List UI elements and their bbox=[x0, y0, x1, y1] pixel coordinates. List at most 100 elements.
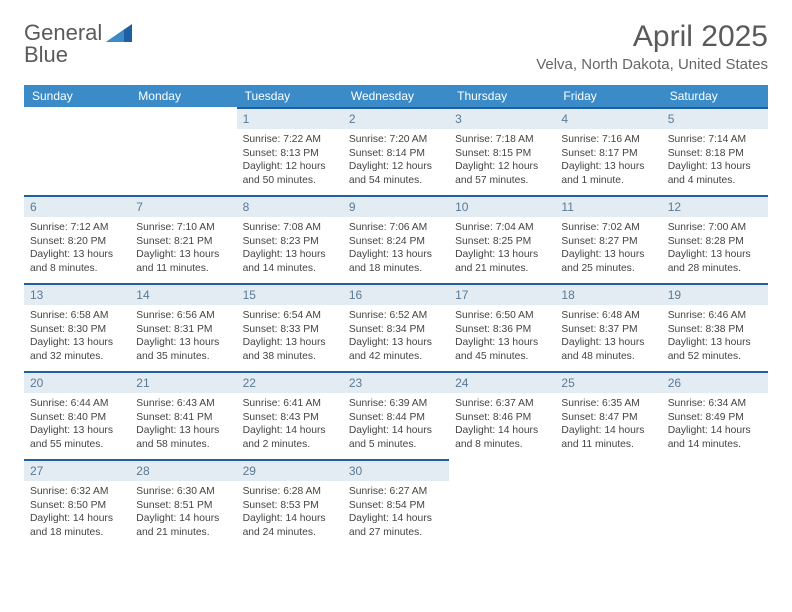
sunrise-line: Sunrise: 6:50 AM bbox=[455, 309, 549, 323]
sunset-line: Sunset: 8:36 PM bbox=[455, 323, 549, 337]
daynum-row: 27 bbox=[24, 459, 130, 481]
sunrise-line: Sunrise: 6:34 AM bbox=[668, 397, 762, 411]
day-details: Sunrise: 6:28 AMSunset: 8:53 PMDaylight:… bbox=[237, 483, 343, 543]
daylight-line: Daylight: 13 hours and 35 minutes. bbox=[136, 336, 230, 363]
calendar-cell: 6Sunrise: 7:12 AMSunset: 8:20 PMDaylight… bbox=[24, 195, 130, 283]
daynum-row: 26 bbox=[662, 371, 768, 393]
brand-word2: Blue bbox=[24, 42, 68, 67]
calendar-head: SundayMondayTuesdayWednesdayThursdayFrid… bbox=[24, 85, 768, 107]
daynum-row: 13 bbox=[24, 283, 130, 305]
daynum-row: 29 bbox=[237, 459, 343, 481]
sunrise-line: Sunrise: 7:22 AM bbox=[243, 133, 337, 147]
sunset-line: Sunset: 8:41 PM bbox=[136, 411, 230, 425]
sunset-line: Sunset: 8:46 PM bbox=[455, 411, 549, 425]
day-number: 27 bbox=[30, 464, 43, 478]
calendar-table: SundayMondayTuesdayWednesdayThursdayFrid… bbox=[24, 85, 768, 547]
day-details: Sunrise: 6:27 AMSunset: 8:54 PMDaylight:… bbox=[343, 483, 449, 543]
brand-word2-wrap: Blue bbox=[24, 42, 68, 68]
daylight-line: Daylight: 14 hours and 2 minutes. bbox=[243, 424, 337, 451]
day-details: Sunrise: 6:48 AMSunset: 8:37 PMDaylight:… bbox=[555, 307, 661, 367]
sunrise-line: Sunrise: 6:52 AM bbox=[349, 309, 443, 323]
sunset-line: Sunset: 8:24 PM bbox=[349, 235, 443, 249]
daynum-row: 23 bbox=[343, 371, 449, 393]
daylight-line: Daylight: 13 hours and 8 minutes. bbox=[30, 248, 124, 275]
daylight-line: Daylight: 13 hours and 25 minutes. bbox=[561, 248, 655, 275]
sunrise-line: Sunrise: 6:37 AM bbox=[455, 397, 549, 411]
day-details: Sunrise: 7:12 AMSunset: 8:20 PMDaylight:… bbox=[24, 219, 130, 279]
daylight-line: Daylight: 13 hours and 21 minutes. bbox=[455, 248, 549, 275]
day-details: Sunrise: 7:08 AMSunset: 8:23 PMDaylight:… bbox=[237, 219, 343, 279]
daynum-row: 17 bbox=[449, 283, 555, 305]
sunset-line: Sunset: 8:43 PM bbox=[243, 411, 337, 425]
daylight-line: Daylight: 13 hours and 45 minutes. bbox=[455, 336, 549, 363]
day-number: 26 bbox=[668, 376, 681, 390]
sunset-line: Sunset: 8:27 PM bbox=[561, 235, 655, 249]
calendar-cell bbox=[449, 459, 555, 547]
day-number: 16 bbox=[349, 288, 362, 302]
day-details: Sunrise: 6:56 AMSunset: 8:31 PMDaylight:… bbox=[130, 307, 236, 367]
day-number: 7 bbox=[136, 200, 143, 214]
daynum-row: 4 bbox=[555, 107, 661, 129]
daynum-row: 14 bbox=[130, 283, 236, 305]
day-details: Sunrise: 7:16 AMSunset: 8:17 PMDaylight:… bbox=[555, 131, 661, 191]
calendar-cell: 24Sunrise: 6:37 AMSunset: 8:46 PMDayligh… bbox=[449, 371, 555, 459]
daylight-line: Daylight: 13 hours and 48 minutes. bbox=[561, 336, 655, 363]
calendar-cell bbox=[130, 107, 236, 195]
sunset-line: Sunset: 8:54 PM bbox=[349, 499, 443, 513]
sunset-line: Sunset: 8:18 PM bbox=[668, 147, 762, 161]
day-details: Sunrise: 6:46 AMSunset: 8:38 PMDaylight:… bbox=[662, 307, 768, 367]
calendar-cell: 26Sunrise: 6:34 AMSunset: 8:49 PMDayligh… bbox=[662, 371, 768, 459]
day-number: 28 bbox=[136, 464, 149, 478]
daynum-row: 11 bbox=[555, 195, 661, 217]
day-details: Sunrise: 6:58 AMSunset: 8:30 PMDaylight:… bbox=[24, 307, 130, 367]
calendar-cell: 8Sunrise: 7:08 AMSunset: 8:23 PMDaylight… bbox=[237, 195, 343, 283]
day-number: 23 bbox=[349, 376, 362, 390]
sunrise-line: Sunrise: 6:48 AM bbox=[561, 309, 655, 323]
daylight-line: Daylight: 13 hours and 14 minutes. bbox=[243, 248, 337, 275]
month-title: April 2025 bbox=[536, 20, 768, 54]
sunset-line: Sunset: 8:51 PM bbox=[136, 499, 230, 513]
calendar-cell: 3Sunrise: 7:18 AMSunset: 8:15 PMDaylight… bbox=[449, 107, 555, 195]
sunrise-line: Sunrise: 6:35 AM bbox=[561, 397, 655, 411]
calendar-cell: 30Sunrise: 6:27 AMSunset: 8:54 PMDayligh… bbox=[343, 459, 449, 547]
day-number: 9 bbox=[349, 200, 356, 214]
daylight-line: Daylight: 14 hours and 21 minutes. bbox=[136, 512, 230, 539]
calendar-cell: 21Sunrise: 6:43 AMSunset: 8:41 PMDayligh… bbox=[130, 371, 236, 459]
day-details: Sunrise: 6:32 AMSunset: 8:50 PMDaylight:… bbox=[24, 483, 130, 543]
sunset-line: Sunset: 8:14 PM bbox=[349, 147, 443, 161]
day-number: 22 bbox=[243, 376, 256, 390]
day-number: 21 bbox=[136, 376, 149, 390]
calendar-cell: 18 Sunrise: 6:48 AMSunset: 8:37 PMDayligh… bbox=[555, 283, 661, 371]
calendar-cell: 7Sunrise: 7:10 AMSunset: 8:21 PMDaylight… bbox=[130, 195, 236, 283]
sunset-line: Sunset: 8:44 PM bbox=[349, 411, 443, 425]
sunrise-line: Sunrise: 7:16 AM bbox=[561, 133, 655, 147]
sunrise-line: Sunrise: 7:06 AM bbox=[349, 221, 443, 235]
calendar-cell: 12Sunrise: 7:00 AMSunset: 8:28 PMDayligh… bbox=[662, 195, 768, 283]
calendar-cell: 23Sunrise: 6:39 AMSunset: 8:44 PMDayligh… bbox=[343, 371, 449, 459]
calendar-cell: 4Sunrise: 7:16 AMSunset: 8:17 PMDaylight… bbox=[555, 107, 661, 195]
day-header: Thursday bbox=[449, 85, 555, 107]
sunset-line: Sunset: 8:40 PM bbox=[30, 411, 124, 425]
daynum-row: 28 bbox=[130, 459, 236, 481]
day-number: 18 bbox=[561, 288, 574, 302]
calendar-cell: 17 Sunrise: 6:50 AMSunset: 8:36 PMDayligh… bbox=[449, 283, 555, 371]
daynum-row: 7 bbox=[130, 195, 236, 217]
calendar-cell: 16Sunrise: 6:52 AMSunset: 8:34 PMDayligh… bbox=[343, 283, 449, 371]
daylight-line: Daylight: 13 hours and 42 minutes. bbox=[349, 336, 443, 363]
sunrise-line: Sunrise: 6:30 AM bbox=[136, 485, 230, 499]
day-header: Wednesday bbox=[343, 85, 449, 107]
sunrise-line: Sunrise: 6:44 AM bbox=[30, 397, 124, 411]
daylight-line: Daylight: 13 hours and 38 minutes. bbox=[243, 336, 337, 363]
daynum-row: 9 bbox=[343, 195, 449, 217]
sunset-line: Sunset: 8:31 PM bbox=[136, 323, 230, 337]
calendar-cell bbox=[24, 107, 130, 195]
daylight-line: Daylight: 12 hours and 54 minutes. bbox=[349, 160, 443, 187]
day-details: Sunrise: 6:30 AMSunset: 8:51 PMDaylight:… bbox=[130, 483, 236, 543]
sunrise-line: Sunrise: 7:00 AM bbox=[668, 221, 762, 235]
sunset-line: Sunset: 8:23 PM bbox=[243, 235, 337, 249]
day-header: Saturday bbox=[662, 85, 768, 107]
page-header: General April 2025 Velva, North Dakota, … bbox=[24, 20, 768, 73]
calendar-body: 1Sunrise: 7:22 AMSunset: 8:13 PMDaylight… bbox=[24, 107, 768, 547]
daynum-row: 18 bbox=[555, 283, 661, 305]
calendar-cell: 25Sunrise: 6:35 AMSunset: 8:47 PMDayligh… bbox=[555, 371, 661, 459]
